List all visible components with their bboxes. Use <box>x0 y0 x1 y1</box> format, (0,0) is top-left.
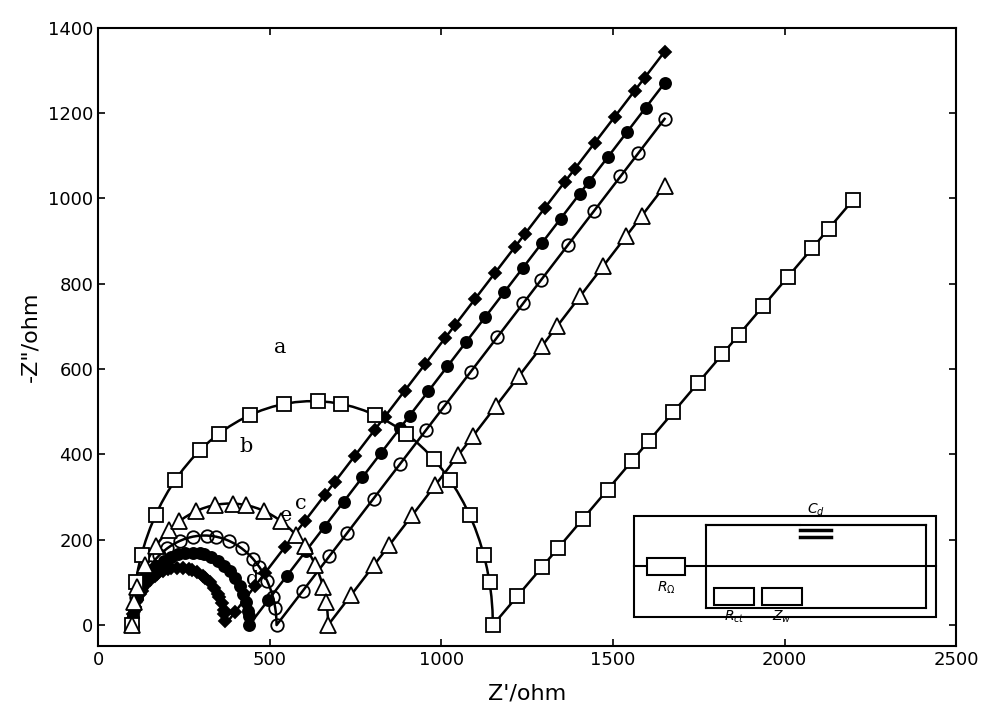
Text: a: a <box>274 338 286 357</box>
Text: e: e <box>280 505 292 524</box>
Text: $Z_w$: $Z_w$ <box>772 609 792 626</box>
Text: $R_\Omega$: $R_\Omega$ <box>657 580 676 597</box>
Text: $R_{ct}$: $R_{ct}$ <box>724 609 745 626</box>
Bar <box>647 558 685 575</box>
X-axis label: Z'/ohm: Z'/ohm <box>488 683 566 703</box>
Text: $C_d$: $C_d$ <box>807 502 825 518</box>
Y-axis label: -Z"/ohm: -Z"/ohm <box>21 292 41 382</box>
Bar <box>762 589 802 605</box>
Text: d: d <box>246 570 259 589</box>
Text: b: b <box>239 437 252 456</box>
Text: c: c <box>295 494 306 513</box>
Bar <box>634 516 936 617</box>
Bar <box>714 589 754 605</box>
